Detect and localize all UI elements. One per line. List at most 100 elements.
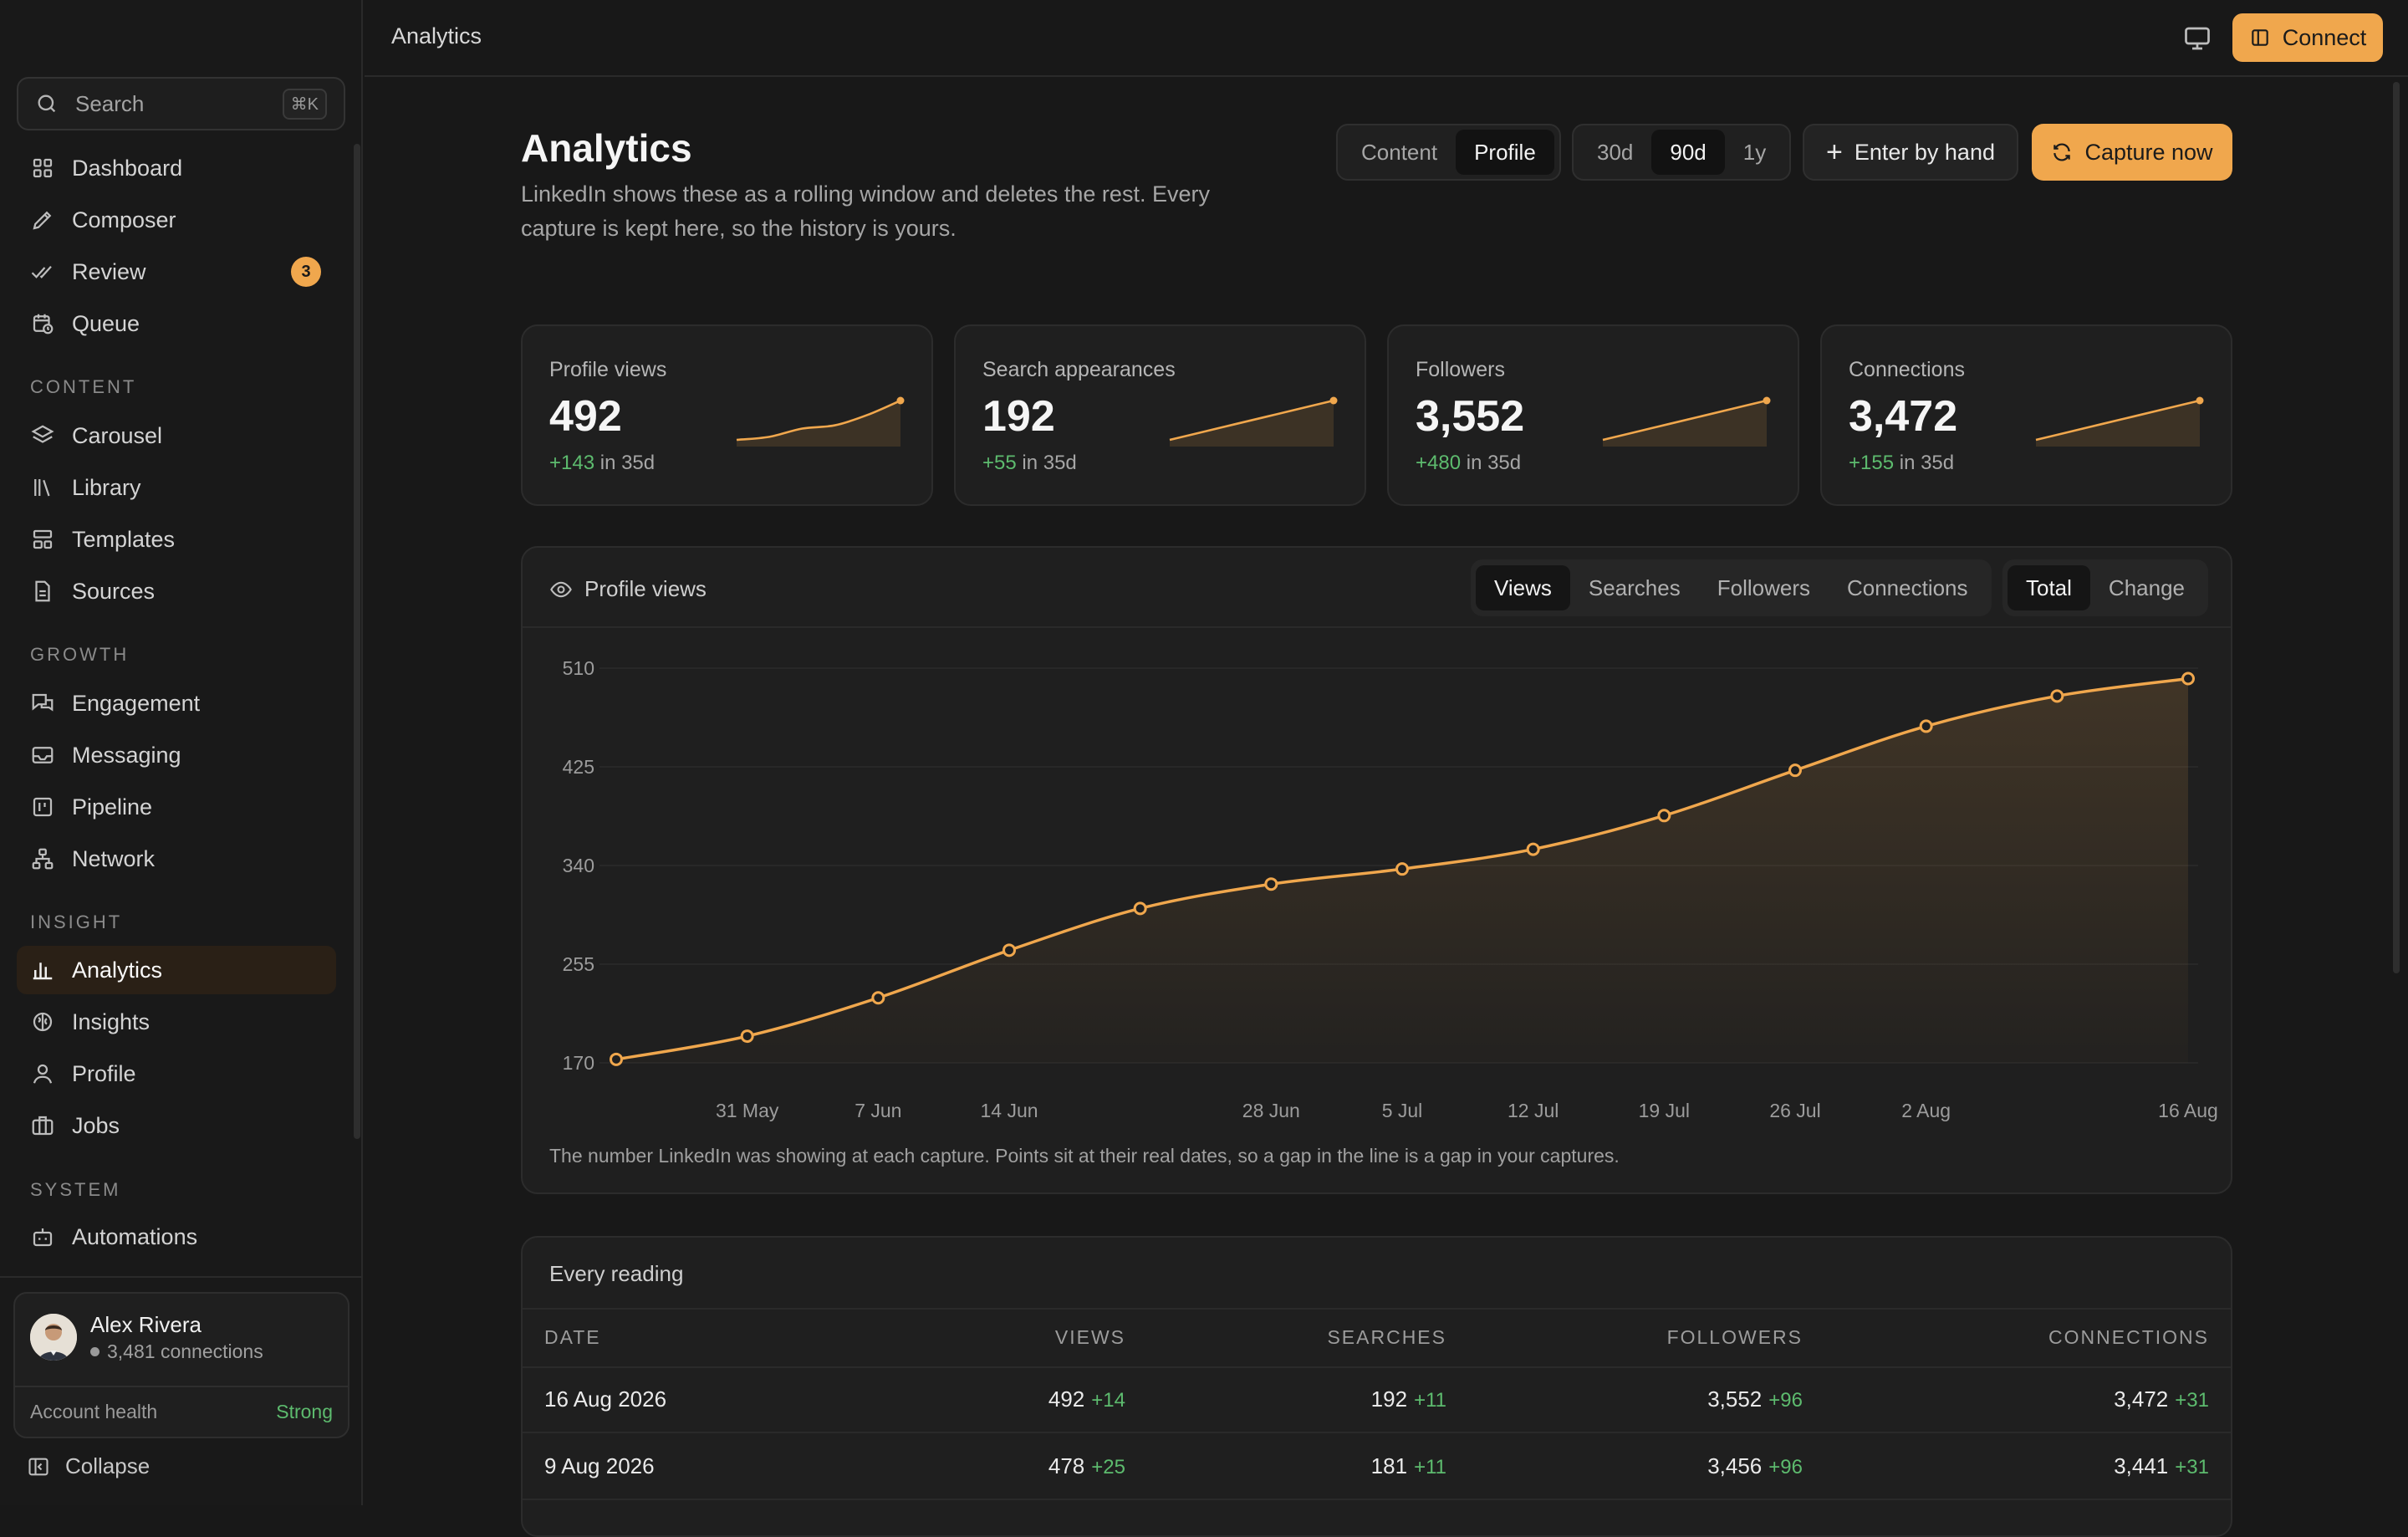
collapse-sidebar-icon xyxy=(28,1458,48,1475)
sparkline-endpoint xyxy=(2196,396,2204,405)
monitor-icon[interactable] xyxy=(2182,23,2212,54)
topbar-title: Analytics xyxy=(391,23,482,49)
tab-profile[interactable]: Profile xyxy=(1456,130,1554,175)
plus-icon: + xyxy=(1826,136,1843,168)
user-card[interactable]: Alex Rivera 3,481 connections Account he… xyxy=(13,1292,349,1438)
sidebar-item-insights[interactable]: Insights xyxy=(17,998,336,1046)
data-point[interactable] xyxy=(610,1052,623,1066)
user-card-divider xyxy=(15,1386,348,1387)
mode-tab-change[interactable]: Change xyxy=(2108,574,2185,600)
table-row[interactable]: 9 Aug 2026 478 +25 181 +11 3,456 +96 3,441 +… xyxy=(523,1435,2231,1500)
sparkline xyxy=(2035,396,2204,447)
tab-content[interactable]: Content xyxy=(1361,139,1438,165)
cell-connections: 3,441 +31 xyxy=(2114,1453,2209,1479)
cell-value: 192 xyxy=(1370,1386,1408,1412)
range-30d[interactable]: 30d xyxy=(1597,139,1634,165)
cell-date: 16 Aug 2026 xyxy=(544,1386,667,1412)
sidebar-item-label: Dashboard xyxy=(72,155,183,181)
data-point[interactable] xyxy=(1002,943,1016,957)
sidebar-item-composer[interactable]: Composer xyxy=(17,196,336,244)
sidebar-item-label: Library xyxy=(72,474,141,500)
stat-delta-period: in 35d xyxy=(1899,452,1955,474)
sidebar-item-label: Jobs xyxy=(72,1112,120,1138)
cell-value: 3,456 xyxy=(1707,1453,1763,1478)
metric-tab-views[interactable]: Views xyxy=(1476,565,1570,610)
stat-card-search-appearances[interactable]: Search appearances 192 +55 in 35d xyxy=(954,324,1366,506)
cell-delta: +96 xyxy=(1768,1389,1803,1412)
eye-icon xyxy=(550,581,572,597)
page-title: Analytics xyxy=(521,126,692,170)
cell-followers: 3,552 +96 xyxy=(1707,1386,1803,1412)
data-point[interactable] xyxy=(740,1029,754,1044)
x-tick-label: 16 Aug xyxy=(2158,1100,2218,1121)
capture-now-button[interactable]: Capture now xyxy=(2032,124,2232,181)
user-name: Alex Rivera xyxy=(90,1312,202,1337)
sidebar-item-library[interactable]: Library xyxy=(17,463,336,512)
stat-label: Followers xyxy=(1416,358,1505,381)
sidebar-item-label: Analytics xyxy=(72,957,163,983)
stat-delta-period: in 35d xyxy=(1022,452,1077,474)
chart-panel: Profile views Views Searches Followers C… xyxy=(521,546,2232,1194)
x-tick-label: 26 Jul xyxy=(1769,1100,1820,1121)
page-description: LinkedIn shows these as a rolling window… xyxy=(521,181,1210,241)
metric-tab-searches[interactable]: Searches xyxy=(1588,574,1681,600)
cell-value: 478 xyxy=(1048,1453,1085,1478)
account-health-label: Account health xyxy=(30,1401,158,1422)
sparkline-endpoint xyxy=(1329,396,1338,405)
sidebar-item-templates[interactable]: Templates xyxy=(17,515,336,564)
sidebar: Search ⌘K Dashboard Composer Review 3 Qu… xyxy=(0,0,363,1505)
sidebar-item-messaging[interactable]: Messaging xyxy=(17,731,336,779)
data-point[interactable] xyxy=(871,991,885,1005)
main-scrollbar[interactable] xyxy=(2393,82,2400,973)
range-toggle: 30d 90d 1y xyxy=(1572,124,1792,181)
sidebar-item-analytics[interactable]: Analytics xyxy=(17,946,336,994)
data-point[interactable] xyxy=(2050,689,2064,703)
collapse-button[interactable]: Collapse xyxy=(27,1453,150,1479)
column-header-searches[interactable]: SEARCHES xyxy=(1327,1326,1446,1348)
cell-followers: 3,456 +96 xyxy=(1707,1453,1803,1479)
column-header-followers[interactable]: FOLLOWERS xyxy=(1666,1326,1803,1348)
data-point[interactable] xyxy=(1133,901,1147,916)
connect-button[interactable]: Connect xyxy=(2232,13,2383,62)
data-point[interactable] xyxy=(2181,671,2195,686)
stat-card-profile-views[interactable]: Profile views 492 +143 in 35d xyxy=(521,324,933,506)
sidebar-item-dashboard[interactable]: Dashboard xyxy=(17,144,336,192)
x-tick-label: 14 Jun xyxy=(980,1100,1038,1121)
column-header-date[interactable]: DATE xyxy=(544,1326,601,1348)
range-90d[interactable]: 90d xyxy=(1651,130,1725,175)
data-point[interactable] xyxy=(1395,862,1409,876)
sidebar-item-review[interactable]: Review 3 xyxy=(17,248,336,296)
column-header-connections[interactable]: CONNECTIONS xyxy=(2048,1326,2209,1348)
y-tick-label: 170 xyxy=(563,1052,594,1074)
sidebar-scrollbar[interactable] xyxy=(354,144,360,1139)
mode-tab-total[interactable]: Total xyxy=(2008,565,2090,610)
column-header-views[interactable]: VIEWS xyxy=(1054,1326,1125,1348)
stat-card-connections[interactable]: Connections 3,472 +155 in 35d xyxy=(1820,324,2232,506)
sidebar-item-queue[interactable]: Queue xyxy=(17,299,336,348)
enter-by-hand-button[interactable]: + Enter by hand xyxy=(1803,124,2018,181)
table-row[interactable]: 16 Aug 2026 492 +14 192 +11 3,552 +96 3,472… xyxy=(523,1368,2231,1433)
data-point[interactable] xyxy=(1657,809,1671,823)
panel-icon xyxy=(2251,29,2268,46)
sidebar-item-jobs[interactable]: Jobs xyxy=(17,1101,336,1150)
stat-card-followers[interactable]: Followers 3,552 +480 in 35d xyxy=(1387,324,1799,506)
metric-tab-followers[interactable]: Followers xyxy=(1717,574,1810,600)
sidebar-item-carousel[interactable]: Carousel xyxy=(17,411,336,460)
sidebar-item-sources[interactable]: Sources xyxy=(17,567,336,615)
sidebar-item-profile[interactable]: Profile xyxy=(17,1049,336,1098)
sidebar-item-network[interactable]: Network xyxy=(17,835,336,883)
sidebar-item-engagement[interactable]: Engagement xyxy=(17,679,336,728)
sidebar-item-automations[interactable]: Automations xyxy=(17,1213,336,1261)
data-point[interactable] xyxy=(1919,719,1933,733)
metric-tab-connections[interactable]: Connections xyxy=(1846,574,1968,600)
sidebar-item-pipeline[interactable]: Pipeline xyxy=(17,783,336,831)
file-icon xyxy=(35,580,50,602)
range-1y[interactable]: 1y xyxy=(1742,139,1767,165)
data-point[interactable] xyxy=(1264,877,1278,891)
data-point[interactable] xyxy=(1526,842,1540,856)
section-title-growth: GROWTH xyxy=(30,644,130,665)
x-tick-label: 28 Jun xyxy=(1242,1100,1300,1121)
data-point[interactable] xyxy=(1788,763,1802,778)
search-input[interactable]: Search ⌘K xyxy=(17,77,345,130)
grid-icon xyxy=(33,158,53,178)
